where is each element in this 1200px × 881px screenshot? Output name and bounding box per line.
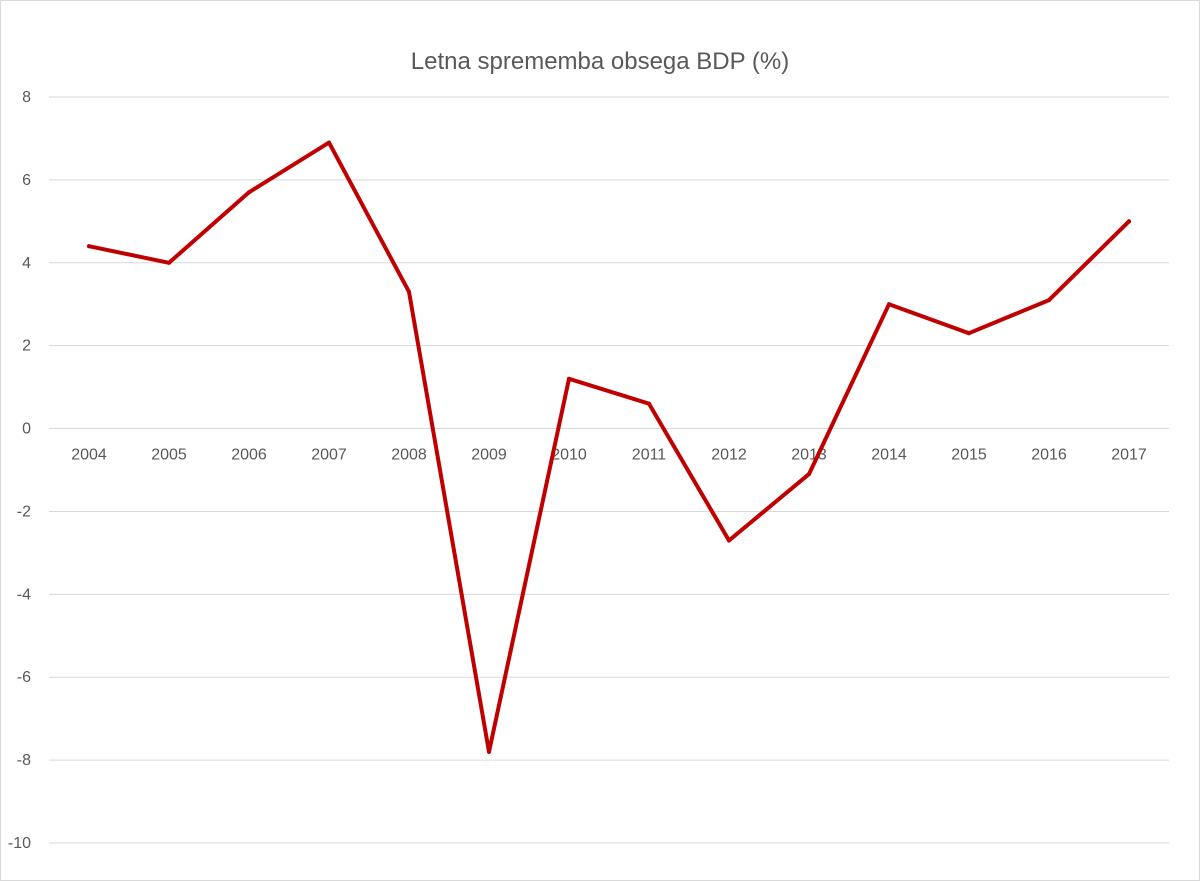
data-point-2005 [167,260,171,265]
y-tick-label: 6 [22,172,31,189]
x-tick-label: 2017 [1111,447,1147,464]
y-axis-tick-labels: -10 -8 -6 -4 -2 0 2 4 6 8 [8,89,31,852]
data-point-2013 [807,472,811,477]
data-point-2015 [967,331,971,336]
data-point-2004 [87,244,91,249]
y-tick-label: -2 [17,503,31,520]
data-point-2007 [327,140,331,145]
x-tick-label: 2012 [711,447,747,464]
data-point-2016 [1047,298,1051,303]
y-tick-label: 0 [22,421,31,438]
y-tick-label: -10 [8,835,31,852]
x-axis-tick-labels: 2004 2005 2006 2007 2008 2009 2010 2011 2012 2013… [71,447,1147,464]
gridlines [49,96,1169,844]
y-tick-label: 2 [22,338,31,355]
series-layer [87,140,1131,754]
x-tick-label: 2011 [632,447,667,464]
x-tick-label: 2014 [871,447,907,464]
x-tick-label: 2007 [311,447,347,464]
x-tick-label: 2006 [231,447,267,464]
data-point-2010 [567,376,571,381]
y-tick-label: 8 [22,89,31,106]
data-point-2011 [647,401,651,406]
series-line-0 [87,140,1131,754]
y-tick-label: -6 [17,669,31,686]
y-tick-label: 4 [22,255,31,272]
x-tick-label: 2004 [71,447,107,464]
data-point-2009 [487,749,491,754]
data-point-2012 [727,538,731,543]
data-point-2008 [407,289,411,294]
data-point-2017 [1127,219,1131,224]
y-tick-label: -8 [17,752,31,769]
x-tick-label: 2009 [471,447,507,464]
chart-title: Letna sprememba obsega BDP (%) [411,48,789,75]
data-point-2006 [247,190,251,195]
x-tick-label: 2010 [551,447,587,464]
y-tick-label: -4 [17,586,31,603]
x-tick-label: 2005 [151,447,187,464]
x-tick-label: 2015 [951,447,987,464]
x-tick-label: 2008 [391,447,427,464]
x-tick-label: 2016 [1031,447,1067,464]
data-point-2014 [887,302,891,307]
